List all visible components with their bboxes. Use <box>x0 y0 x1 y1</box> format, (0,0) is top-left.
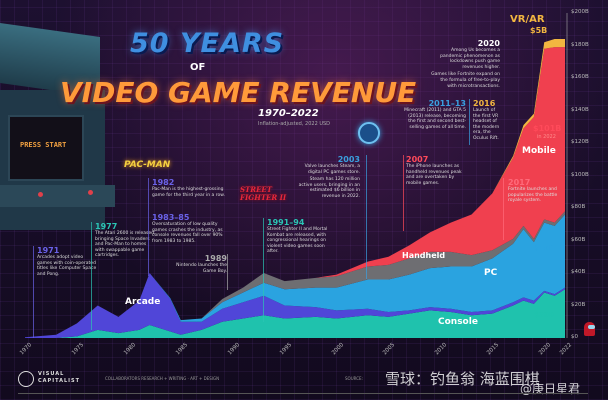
annotation-2003: 2003 Valve launches Steam, a digital PC g… <box>298 155 360 202</box>
among-us-icon <box>584 322 595 336</box>
annotation-1989: 1989 Nintendo launches the Game Boy. <box>165 254 227 276</box>
annotation-1977: 1977 The Atari 2600 is released, bringing… <box>95 222 157 261</box>
collaborators: COLLABORATORS RESEARCH + WRITING · ART +… <box>105 376 220 381</box>
arcade-cabinet-illustration: PRESS START <box>0 20 120 250</box>
annotation-text: Nintendo launches the Game Boy. <box>176 263 227 274</box>
title-line-2: OF <box>190 62 206 73</box>
annotation-1982: 1982 Pac-Man is the highest-grossing game… <box>152 178 232 200</box>
annotation-1971: 1971 Arcades adopt video games with coin-… <box>37 246 99 279</box>
annotation-year: 1989 <box>204 254 227 263</box>
annotation-text: Street Fighter II and Mortal Kombat are … <box>267 227 328 255</box>
annotation-leader-line <box>33 246 34 338</box>
annotation-2007: 2007 The iPhone launches as handheld reve… <box>406 155 468 188</box>
title-line-1: 50 YEARS <box>130 28 285 59</box>
mobile-note: in 2022 <box>537 134 556 140</box>
street-fighter-logo: STREET FIGHTER II <box>240 185 287 202</box>
arcade-screen: PRESS START <box>8 115 84 181</box>
y-tick-label: $80B <box>571 204 586 210</box>
series-label-arcade: Arcade <box>125 297 161 307</box>
series-label-pc: PC <box>484 268 498 278</box>
press-start-text: PRESS START <box>20 141 67 149</box>
steam-icon <box>358 122 380 144</box>
annotation-year: 1983–85 <box>152 213 190 222</box>
annotation-leader-line <box>469 99 470 145</box>
annotation-text: Oversaturation of low quality games cras… <box>152 222 223 244</box>
y-tick-label: $0 <box>571 334 578 340</box>
subtitle: Inflation-adjusted, 2022 USD <box>258 121 331 127</box>
annotation-leader-line <box>91 222 92 330</box>
y-tick-label: $20B <box>571 301 586 308</box>
series-label-handheld: Handheld <box>402 251 446 260</box>
annotation-text: Minecraft (2011) and GTA 5 (2013) releas… <box>404 108 466 130</box>
annotation-leader-line <box>227 254 228 290</box>
annotation-text: Fortnite launches and popularizes the ba… <box>508 187 558 204</box>
annotation-year: 1982 <box>152 178 175 187</box>
annotation-year: 2011–13 <box>428 99 466 108</box>
pacman-logo: PAC-MAN <box>124 160 171 170</box>
annotation-year: 1991–94 <box>267 218 305 227</box>
annotation-leader-line <box>366 155 367 279</box>
annotation-year: 2017 <box>508 178 531 187</box>
annotation-year: 1977 <box>95 222 118 231</box>
annotation-text: Pac-Man is the highest-grossing game for… <box>152 187 225 198</box>
y-tick-label: $120B <box>571 139 589 145</box>
annotation-year: 2016 <box>473 99 496 108</box>
y-tick-label: $200B <box>571 9 589 15</box>
annotation-leader-line <box>148 178 149 276</box>
annotation-leader-line <box>403 155 404 231</box>
annotation-text-2: Games like Fortnite expand on the formul… <box>431 72 500 89</box>
source: SOURCE: <box>345 376 363 381</box>
vrar-value: $5B <box>530 26 548 35</box>
y-tick-label: $60B <box>571 236 586 243</box>
title-years: 1970–2022 <box>258 108 319 119</box>
series-label-console: Console <box>438 317 478 327</box>
annotation-text-2: Steam has 120 million active users, brin… <box>298 177 360 199</box>
console-value: $30B <box>534 311 554 319</box>
visual-capitalist-logo <box>18 371 34 387</box>
annotation-leader-line <box>263 218 264 322</box>
vrar-label: VR/AR <box>510 14 545 25</box>
annotation-2017: 2017 Fortnite launches and popularizes th… <box>508 178 568 206</box>
annotation-year: 2003 <box>337 155 360 164</box>
footer-divider <box>18 393 588 394</box>
y-tick-label: $40B <box>571 269 586 275</box>
series-label-mobile: Mobile <box>522 146 556 156</box>
area-console <box>25 289 565 338</box>
annotation-text: Among Us becomes a pandemic phenomenon a… <box>440 48 500 70</box>
y-tick-label: $160B <box>571 74 589 80</box>
title-line-3: VIDEO GAME REVENUE <box>60 76 417 109</box>
annotation-1983–85: 1983–85 Oversaturation of low quality gam… <box>152 213 232 246</box>
annotation-text: Valve launches Steam, a digital PC games… <box>304 164 360 175</box>
watermark-handle: @庚日星君 <box>520 382 581 396</box>
y-tick-label: $140B <box>571 106 589 113</box>
annotation-year: 2020 <box>477 39 500 48</box>
annotation-text: The iPhone launches as handheld revenues… <box>406 164 462 186</box>
annotation-1991–94: 1991–94 Street Fighter II and Mortal Komb… <box>267 218 337 257</box>
annotation-text: Arcades adopt video games with coin-oper… <box>37 255 97 277</box>
mobile-value: $101B <box>533 124 562 133</box>
annotation-year: 2007 <box>406 155 429 164</box>
watermark: 雪球：钓鱼翁 海蓝围棋 <box>385 370 540 388</box>
brand-line-1: VISUAL <box>38 371 65 377</box>
annotation-2020: 2020 Among Us becomes a pandemic phenomen… <box>430 39 500 91</box>
brand-line-2: CAPITALIST <box>38 378 81 384</box>
annotation-2011–13: 2011–13 Minecraft (2011) and GTA 5 (2013)… <box>404 99 466 132</box>
area-arcade <box>25 273 565 338</box>
annotation-leader-line <box>503 178 504 240</box>
y-tick-label: $180B <box>571 41 589 48</box>
annotation-2016: 2016 Launch of the first VR headset of th… <box>473 99 503 144</box>
annotation-text: The Atari 2600 is released, bringing Spa… <box>95 231 156 259</box>
y-tick-label: $100B <box>571 171 589 178</box>
pc-value: $45B <box>534 244 554 252</box>
annotation-text: Launch of the first VR headset of the mo… <box>473 108 500 141</box>
area-pc <box>25 214 565 338</box>
annotation-year: 1971 <box>37 246 60 255</box>
